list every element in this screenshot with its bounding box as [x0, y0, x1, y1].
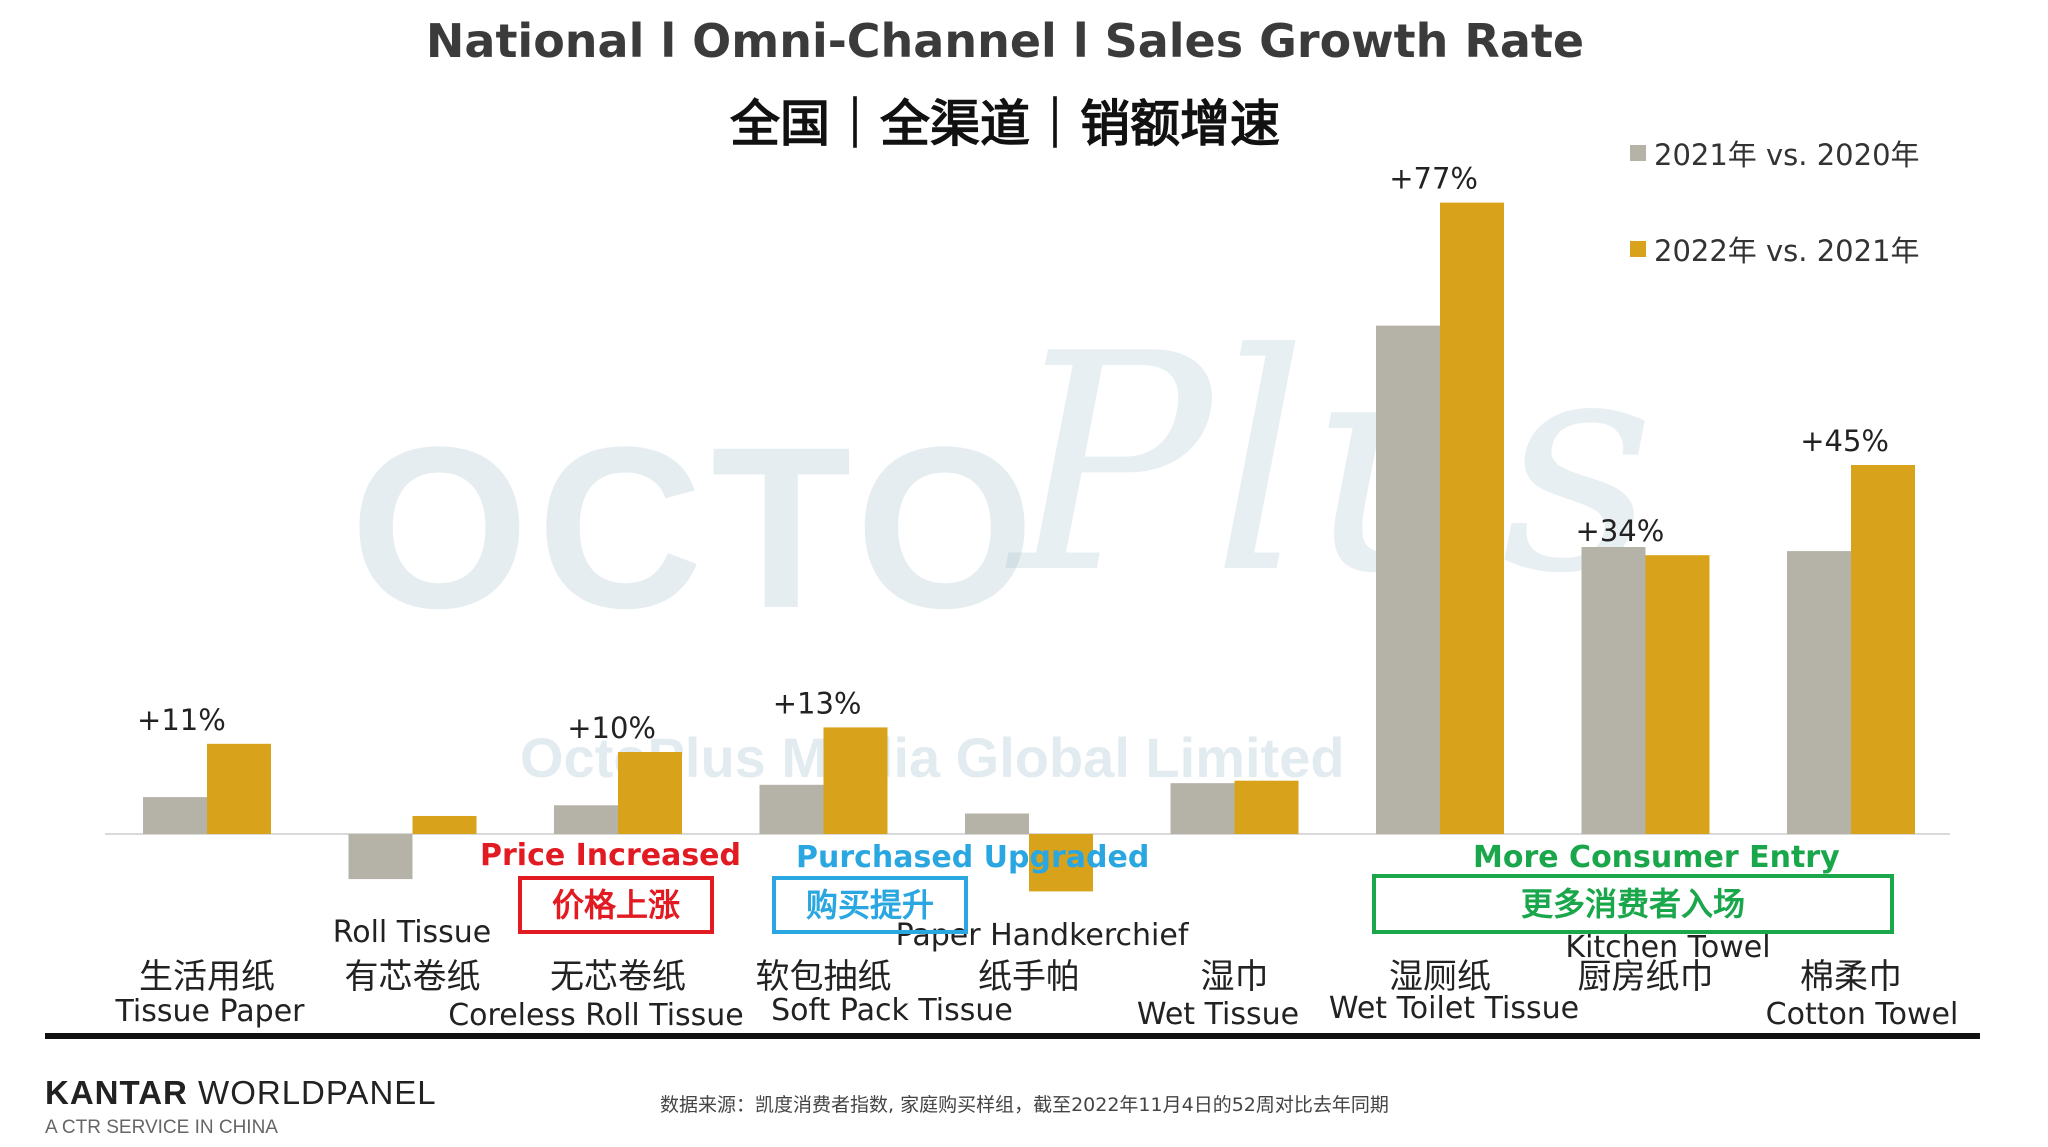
legend-label-2022: 2022年 vs. 2021年 [1654, 234, 1920, 268]
bar-2021-2 [554, 805, 618, 834]
bar-2022-3 [823, 727, 888, 834]
legend-swatch-2021 [1630, 145, 1646, 161]
category-label-en-2: Coreless Roll Tissue [448, 998, 744, 1033]
bar-2022-5 [1234, 780, 1299, 834]
data-label-8: +45% [1800, 424, 1889, 458]
footer-divider [45, 1033, 1980, 1039]
bar-2022-0 [207, 743, 271, 834]
category-label-en-8: Cotton Towel [1766, 997, 1959, 1032]
category-label-cn-5: 湿巾 [1201, 957, 1269, 997]
bar-2021-4 [965, 813, 1029, 834]
category-label-cn-3: 软包抽纸 [756, 957, 892, 997]
data-label-7: +34% [1576, 514, 1665, 548]
chart-title-en: National l Omni-Channel l Sales Growth R… [425, 14, 1585, 68]
data-label-3: +13% [773, 686, 862, 720]
watermark-plus: Plus [1010, 290, 1655, 639]
annotation-price-cn: 价格上涨 [518, 876, 714, 934]
annotation-upgrade-cn: 购买提升 [772, 876, 968, 934]
data-label-2: +10% [567, 711, 656, 745]
brand-bold: KANTAR [45, 1074, 188, 1111]
bar-2021-5 [1170, 783, 1235, 834]
brand-rest: WORLDPANEL [187, 1074, 437, 1111]
data-label-0: +11% [137, 703, 226, 737]
brand-subtitle: A CTR SERVICE IN CHINA [45, 1117, 278, 1138]
category-label-en-1: Roll Tissue [333, 915, 492, 950]
bar-2022-1 [412, 815, 477, 834]
category-label-en-3: Soft Pack Tissue [771, 993, 1013, 1028]
watermark-octo: OCTO [350, 399, 1043, 656]
category-label-en-5: Wet Tissue [1137, 997, 1299, 1032]
bar-2021-7 [1581, 547, 1646, 834]
category-label-cn-8: 棉柔巾 [1800, 957, 1902, 997]
category-label-en-0: Tissue Paper [115, 994, 306, 1029]
bar-2022-7 [1645, 555, 1710, 834]
category-label-cn-1: 有芯卷纸 [345, 957, 481, 997]
category-label-cn-7: 厨房纸巾 [1578, 957, 1714, 997]
chart-title-cn: 全国｜全渠道｜销额增速 [730, 95, 1280, 153]
category-label-en-6: Wet Toilet Tissue [1329, 991, 1579, 1026]
annotation-entry-en: More Consumer Entry [1473, 840, 1840, 875]
category-label-cn-2: 无芯卷纸 [550, 957, 686, 997]
bar-2021-8 [1787, 551, 1851, 834]
kantar-logo: KANTAR WORLDPANEL [45, 1074, 437, 1112]
legend-label-2021: 2021年 vs. 2020年 [1654, 138, 1920, 172]
legend-item-2021: 2021年 vs. 2020年 [1630, 132, 1920, 174]
bar-2021-1 [348, 834, 413, 880]
legend-item-2022: 2022年 vs. 2021年 [1630, 228, 1920, 270]
bar-2022-6 [1440, 202, 1504, 835]
category-label-cn-4: 纸手帕 [978, 957, 1080, 997]
category-label-cn-6: 湿厕纸 [1389, 957, 1491, 997]
category-label-en-7: Kitchen Towel [1565, 930, 1770, 965]
annotation-upgrade-en: Purchased Upgraded [796, 840, 1150, 875]
bar-2021-6 [1376, 325, 1440, 834]
data-source-note: 数据来源：凯度消费者指数, 家庭购买样组，截至2022年11月4日的52周对比去… [660, 1094, 1389, 1116]
bar-2022-8 [1851, 465, 1915, 834]
category-label-en-4: Paper Handkerchief [896, 918, 1190, 953]
data-label-6: +77% [1389, 162, 1478, 196]
bar-2021-0 [143, 797, 207, 834]
legend-swatch-2022 [1630, 241, 1646, 257]
category-label-cn-0: 生活用纸 [139, 957, 275, 997]
annotation-entry-cn: 更多消费者入场 [1372, 874, 1894, 934]
bar-2022-2 [618, 752, 682, 834]
bar-2022-4 [1029, 834, 1093, 892]
bar-2021-3 [759, 784, 824, 834]
annotation-price-en: Price Increased [480, 838, 742, 873]
